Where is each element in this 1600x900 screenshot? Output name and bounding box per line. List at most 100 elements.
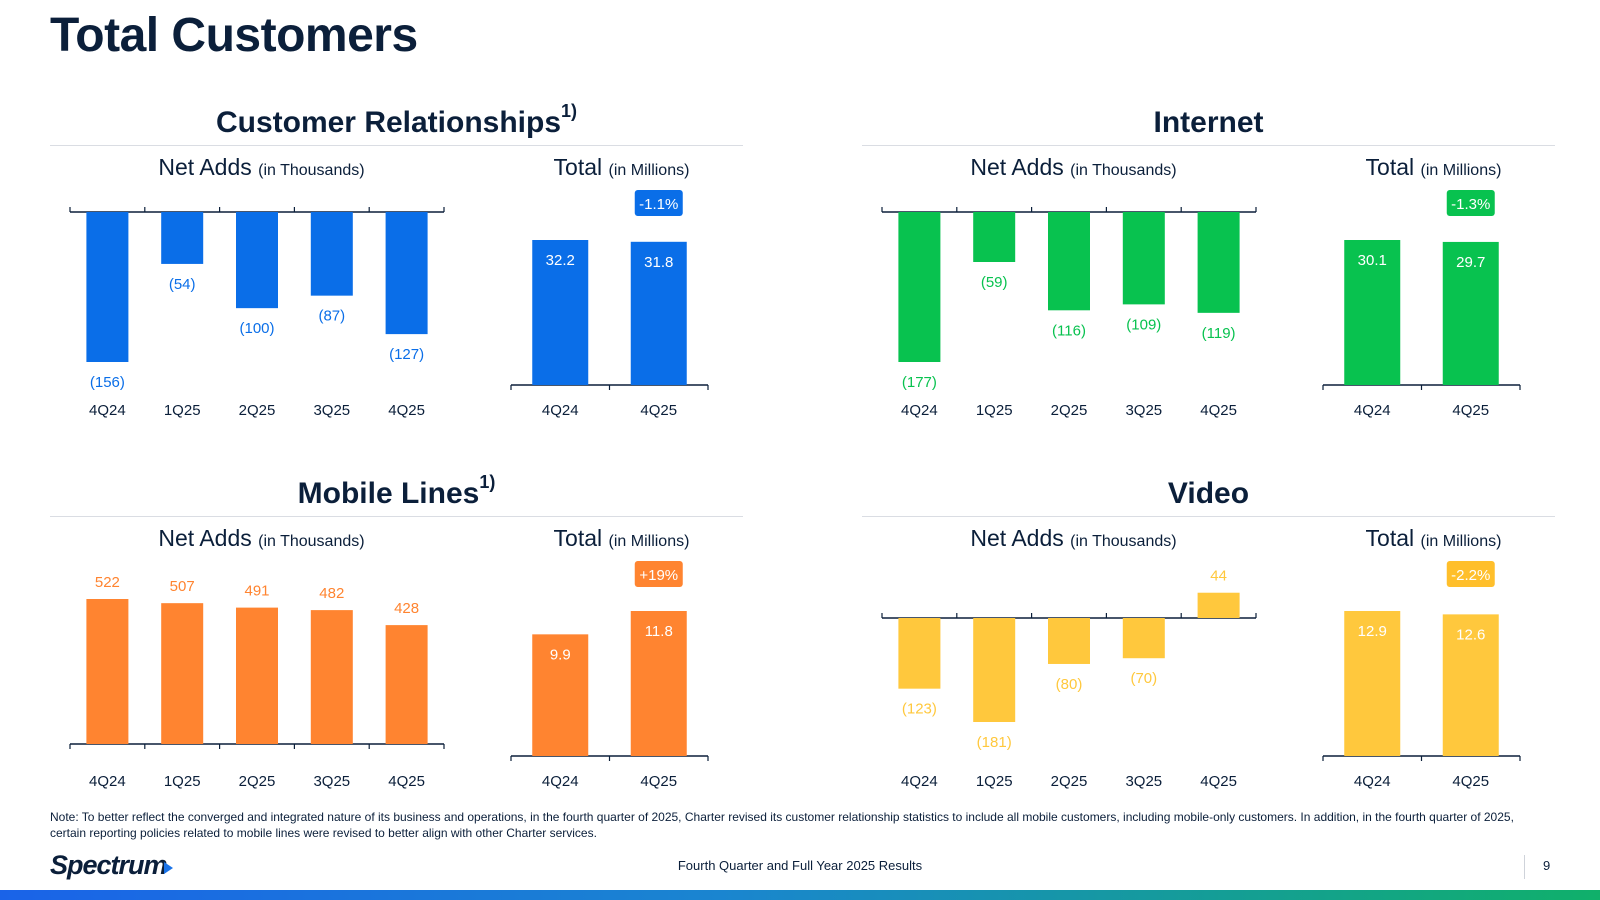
net-adds-chart: (156) 4Q24 (54) 1Q25 (100) 2Q25 (87) 3Q25 (127) 4…: [69, 207, 445, 419]
bar: [532, 634, 589, 756]
total-unit: (in Millions): [608, 533, 690, 550]
data-label: 12.6: [1456, 626, 1485, 643]
x-tick-label: 4Q25: [640, 402, 677, 419]
spectrum-logo: Spectrum: [50, 850, 168, 880]
x-tick-label: 4Q25: [640, 773, 677, 790]
x-tick-label: 4Q24: [1354, 402, 1391, 419]
bar: [973, 212, 1016, 262]
footer-divider: [1524, 855, 1525, 879]
page-title: Total Customers: [50, 9, 418, 62]
bar: [1344, 240, 1401, 385]
total-unit: (in Millions): [608, 162, 690, 179]
footer-text: Fourth Quarter and Full Year 2025 Result…: [677, 858, 923, 873]
data-label: 29.7: [1456, 254, 1485, 271]
x-tick-label: 4Q24: [1354, 773, 1391, 790]
total-label: Total: [553, 525, 603, 551]
bar: [310, 212, 353, 296]
section-divider: [50, 516, 743, 517]
net-adds-subtitle: Net Adds (in Thousands): [50, 153, 473, 181]
x-tick-label: 4Q25: [1452, 402, 1489, 419]
bar: [532, 240, 589, 385]
footnote-marker: 1): [561, 101, 578, 121]
data-label: 12.9: [1358, 623, 1387, 640]
change-badge-label: +19%: [639, 567, 678, 584]
net-adds-label: Net Adds: [970, 525, 1064, 551]
net-adds-label: Net Adds: [970, 154, 1064, 180]
net-adds-unit: (in Thousands): [258, 162, 365, 179]
section-divider: [50, 145, 743, 146]
total-label: Total: [1365, 525, 1415, 551]
data-label: (156): [90, 374, 125, 391]
total-label: Total: [553, 154, 603, 180]
data-label: 32.2: [546, 252, 575, 269]
x-tick-label: 3Q25: [1125, 402, 1162, 419]
data-label: 491: [244, 583, 269, 600]
bar: [898, 212, 941, 362]
bar: [1344, 611, 1401, 756]
bar: [1122, 212, 1165, 305]
internet-section: Internet Net Adds (in Thousands) Total (…: [862, 101, 1555, 457]
x-tick-label: 4Q25: [1452, 773, 1489, 790]
total-unit: (in Millions): [1420, 162, 1502, 179]
data-label: (119): [1202, 325, 1236, 342]
bar: [86, 599, 129, 744]
data-label: (177): [902, 374, 937, 391]
net-adds-chart: (123) 4Q24 (181) 1Q25 (80) 2Q25 (70) 3Q25 44 4Q25: [881, 568, 1257, 790]
bar: [1197, 212, 1240, 313]
data-label: (100): [239, 320, 274, 337]
x-tick-label: 2Q25: [239, 773, 276, 790]
section-divider: [862, 145, 1555, 146]
bar: [1048, 212, 1090, 311]
net-adds-subtitle: Net Adds (in Thousands): [862, 153, 1285, 181]
total-chart: 9.9 4Q24 11.8 4Q25 +19%: [510, 561, 709, 790]
bar: [236, 607, 278, 744]
net-adds-unit: (in Thousands): [1070, 162, 1177, 179]
data-label: (123): [902, 701, 937, 718]
total-chart: 30.1 4Q24 29.7 4Q25 -1.3%: [1322, 190, 1521, 419]
net-adds-unit: (in Thousands): [258, 533, 365, 550]
data-label: (70): [1130, 670, 1157, 687]
data-label: (127): [389, 346, 424, 363]
bar: [1442, 614, 1499, 756]
data-label: (109): [1126, 316, 1161, 333]
x-tick-label: 1Q25: [164, 402, 201, 419]
x-tick-label: 4Q25: [388, 402, 425, 419]
net-adds-label: Net Adds: [158, 154, 252, 180]
total-subtitle: Total (in Millions): [1316, 153, 1551, 181]
bar: [161, 603, 204, 744]
change-badge-label: -2.2%: [1451, 567, 1490, 584]
data-label: 31.8: [644, 254, 673, 271]
section-title: Mobile Lines1): [50, 472, 743, 516]
video-section: Video Net Adds (in Thousands) Total (in …: [862, 472, 1555, 828]
data-label: 428: [394, 600, 419, 617]
customer-relationships-section: Customer Relationships1) Net Adds (in Th…: [50, 101, 743, 457]
bar: [1122, 618, 1165, 659]
change-badge: [634, 561, 683, 587]
bar: [973, 618, 1016, 722]
x-tick-label: 4Q24: [542, 773, 579, 790]
data-label: 482: [319, 585, 344, 602]
x-tick-label: 4Q24: [901, 402, 938, 419]
data-label: 11.8: [645, 623, 673, 640]
x-tick-label: 3Q25: [313, 773, 350, 790]
bar: [1197, 592, 1240, 618]
x-tick-label: 4Q24: [89, 402, 126, 419]
total-subtitle: Total (in Millions): [504, 524, 739, 552]
section-title: Video: [862, 472, 1555, 516]
x-tick-label: 4Q25: [1200, 402, 1237, 419]
bar: [385, 212, 428, 335]
section-title-text: Video: [1167, 477, 1250, 510]
data-label: (87): [318, 308, 345, 325]
net-adds-subtitle: Net Adds (in Thousands): [862, 524, 1285, 552]
bar: [1442, 241, 1499, 385]
x-tick-label: 1Q25: [164, 773, 201, 790]
net-adds-unit: (in Thousands): [1070, 533, 1177, 550]
x-tick-label: 3Q25: [1125, 773, 1162, 790]
data-label: (116): [1052, 322, 1086, 339]
section-title-text: Mobile Lines: [297, 477, 480, 510]
section-title: Customer Relationships1): [50, 101, 743, 145]
x-tick-label: 1Q25: [976, 773, 1013, 790]
section-divider: [862, 516, 1555, 517]
data-label: 9.9: [550, 646, 571, 663]
x-tick-label: 4Q24: [542, 402, 579, 419]
